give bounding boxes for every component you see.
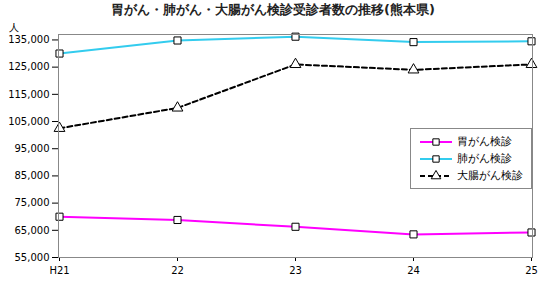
svg-text:55,000: 55,000 — [15, 252, 50, 263]
svg-text:95,000: 95,000 — [15, 143, 50, 154]
svg-text:H21: H21 — [49, 265, 69, 276]
svg-text:65,000: 65,000 — [15, 225, 50, 236]
svg-text:105,000: 105,000 — [8, 116, 49, 127]
svg-text:23: 23 — [289, 265, 302, 276]
html-text:胃がん検診: 胃がん検診 — [457, 135, 512, 148]
html-text:胃がん・肺がん・大腸がん検診受診者数の推移(熊本県): 胃がん・肺がん・大腸がん検診受診者数の推移(熊本県) — [111, 2, 435, 17]
svg-text:人: 人 — [9, 22, 19, 33]
svg-text:125,000: 125,000 — [8, 61, 49, 72]
svg-text:135,000: 135,000 — [8, 34, 49, 45]
svg-text:22: 22 — [171, 265, 184, 276]
html-text:大腸がん検診: 大腸がん検診 — [457, 169, 523, 182]
svg-text:24: 24 — [407, 265, 420, 276]
svg-text:85,000: 85,000 — [15, 170, 50, 181]
svg-text:75,000: 75,000 — [15, 197, 50, 208]
svg-text:115,000: 115,000 — [8, 89, 49, 100]
html-text:肺がん検診: 肺がん検診 — [457, 152, 512, 165]
svg-text:25: 25 — [525, 265, 538, 276]
